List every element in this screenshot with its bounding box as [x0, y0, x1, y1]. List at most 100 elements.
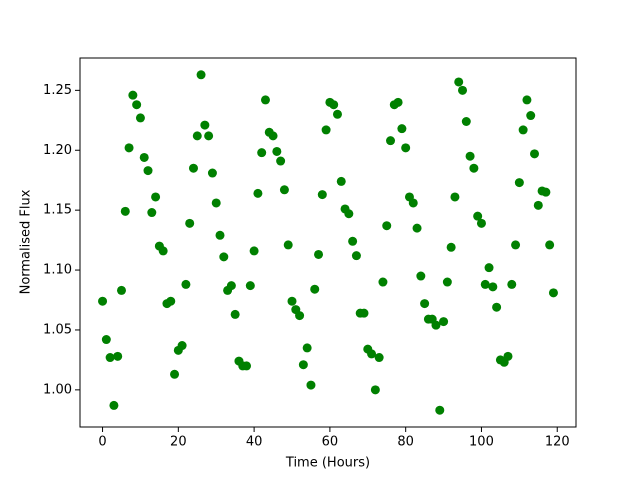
point	[439, 317, 449, 327]
point	[302, 343, 312, 353]
point	[514, 178, 524, 188]
point	[476, 218, 486, 228]
point	[507, 279, 517, 289]
point	[511, 240, 521, 250]
point	[317, 190, 327, 200]
point	[518, 125, 528, 135]
point	[488, 282, 498, 292]
point	[344, 209, 354, 219]
x-tick-label: 0	[98, 435, 106, 450]
point	[276, 156, 286, 166]
point	[188, 163, 198, 173]
point	[329, 100, 339, 110]
x-tick-label: 80	[397, 435, 414, 450]
point	[116, 285, 126, 295]
point	[533, 200, 543, 210]
y-tick-label: 1.20	[43, 143, 72, 158]
point	[272, 146, 282, 156]
y-axis-label: Normalised Flux	[19, 189, 34, 294]
point	[283, 240, 293, 250]
point	[151, 192, 161, 202]
point	[458, 85, 468, 95]
point	[359, 308, 369, 318]
point	[200, 120, 210, 130]
point	[408, 198, 418, 208]
point	[545, 240, 555, 250]
point	[370, 385, 380, 395]
point	[139, 152, 149, 162]
point	[226, 281, 236, 291]
point	[295, 311, 305, 321]
point	[105, 353, 115, 363]
point	[378, 277, 388, 287]
point	[298, 360, 308, 370]
point	[101, 335, 111, 345]
point	[249, 246, 259, 256]
point	[412, 223, 422, 233]
point	[310, 284, 320, 294]
point	[177, 341, 187, 351]
point	[147, 208, 157, 218]
point	[314, 249, 324, 259]
x-tick-label: 40	[246, 435, 263, 450]
point	[306, 380, 316, 390]
y-tick-label: 1.05	[43, 322, 72, 337]
point	[242, 361, 252, 371]
point	[351, 251, 361, 261]
x-tick-label: 20	[170, 435, 187, 450]
point	[207, 168, 217, 178]
point	[446, 242, 456, 252]
point	[287, 296, 297, 306]
point	[143, 166, 153, 176]
point	[181, 279, 191, 289]
point	[401, 143, 411, 153]
point	[484, 263, 494, 273]
point	[219, 252, 229, 262]
y-tick-label: 1.15	[43, 203, 72, 218]
x-tick-label: 100	[469, 435, 494, 450]
point	[230, 309, 240, 319]
point	[526, 111, 536, 121]
x-axis-label: Time (Hours)	[285, 456, 370, 471]
point	[541, 187, 551, 197]
point	[211, 198, 221, 208]
point	[416, 271, 426, 281]
point	[454, 77, 464, 87]
point	[442, 277, 452, 287]
x-tick-label: 120	[545, 435, 570, 450]
point	[158, 246, 168, 256]
point	[548, 288, 558, 298]
point	[128, 90, 138, 100]
point	[503, 351, 513, 361]
point	[336, 176, 346, 186]
point	[170, 369, 180, 379]
point	[109, 400, 119, 410]
point	[348, 236, 358, 246]
point	[215, 230, 225, 240]
point	[124, 143, 134, 153]
point	[465, 151, 475, 161]
point	[530, 149, 540, 159]
plot-frame	[79, 57, 577, 428]
point	[113, 351, 123, 361]
x-tick-label: 60	[322, 435, 339, 450]
point	[480, 279, 490, 289]
point	[260, 95, 270, 105]
point	[257, 148, 267, 158]
point	[166, 296, 176, 306]
point	[393, 97, 403, 107]
point	[367, 349, 377, 359]
point	[397, 124, 407, 134]
point	[332, 109, 342, 119]
point	[185, 218, 195, 228]
point	[192, 131, 202, 141]
point	[245, 281, 255, 291]
point	[132, 100, 142, 110]
point	[469, 163, 479, 173]
y-tick-label: 1.00	[43, 382, 72, 397]
point	[420, 299, 430, 309]
point	[196, 70, 206, 80]
point	[382, 221, 392, 231]
point	[268, 131, 278, 141]
